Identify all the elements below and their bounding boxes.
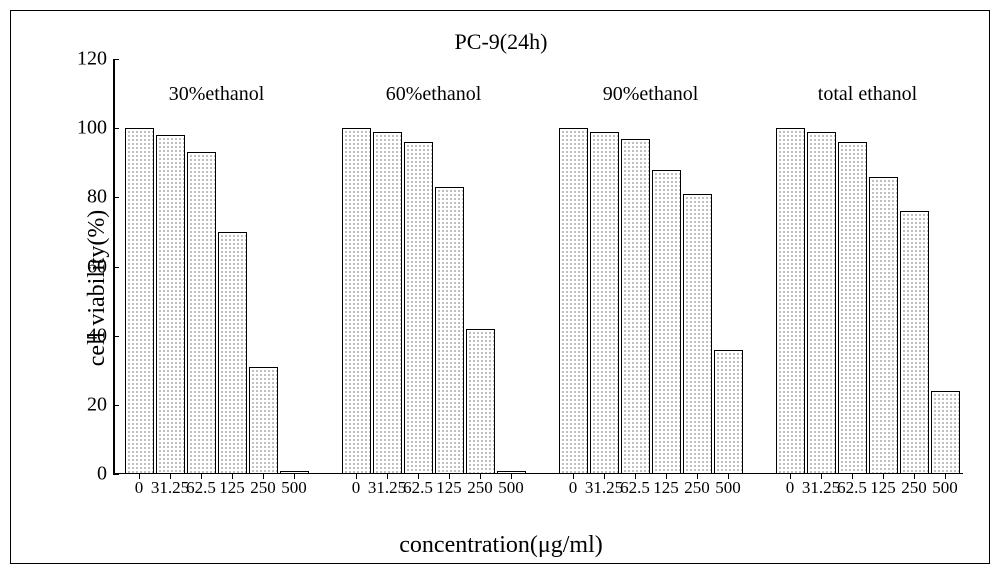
panel-title: 90%ethanol — [553, 83, 748, 106]
x-tick-label: 500 — [281, 478, 307, 498]
bar — [435, 187, 464, 474]
bar — [218, 232, 247, 474]
bar — [156, 135, 185, 474]
x-tick-label: 500 — [715, 478, 741, 498]
bar — [652, 170, 681, 474]
x-tick-label: 0 — [135, 478, 144, 498]
x-tick-label: 62.5 — [403, 478, 433, 498]
bar — [776, 128, 805, 474]
y-tick-label: 80 — [67, 186, 107, 209]
bar — [683, 194, 712, 474]
bar — [373, 132, 402, 474]
chart-panel: 30%ethanol031.2562.5125250500 — [119, 59, 314, 474]
x-tick-label: 62.5 — [186, 478, 216, 498]
x-tick-label: 62.5 — [837, 478, 867, 498]
x-tick-label: 0 — [352, 478, 361, 498]
bar — [807, 132, 836, 474]
bar — [342, 128, 371, 474]
bar — [714, 350, 743, 475]
x-tick-label: 31.25 — [368, 478, 406, 498]
y-tick-label: 0 — [67, 463, 107, 486]
x-tick-label: 62.5 — [620, 478, 650, 498]
panel-title: 60%ethanol — [336, 83, 531, 106]
bar — [187, 152, 216, 474]
x-tick-label: 250 — [250, 478, 276, 498]
x-tick-label: 125 — [653, 478, 679, 498]
x-tick-label: 500 — [498, 478, 524, 498]
x-tick-label: 0 — [786, 478, 795, 498]
bar — [559, 128, 588, 474]
x-tick-label: 500 — [932, 478, 958, 498]
y-tick-label: 100 — [67, 117, 107, 140]
y-tick-label: 120 — [67, 48, 107, 71]
chart-panel: 60%ethanol031.2562.5125250500 — [336, 59, 531, 474]
x-tick-label: 31.25 — [802, 478, 840, 498]
y-tick-label: 20 — [67, 393, 107, 416]
bar — [590, 132, 619, 474]
chart-outer-border: PC-9(24h) cell viability(%) concentratio… — [10, 10, 990, 564]
bar — [838, 142, 867, 474]
panel-title: total ethanol — [770, 83, 965, 106]
x-tick-label: 125 — [219, 478, 245, 498]
plot-area: 02040608010012030%ethanol031.2562.512525… — [113, 59, 963, 474]
chart-title: PC-9(24h) — [11, 29, 991, 55]
bar — [404, 142, 433, 474]
x-tick-label: 250 — [684, 478, 710, 498]
x-axis-label: concentration(μg/ml) — [11, 532, 991, 559]
x-tick-label: 0 — [569, 478, 578, 498]
bar — [931, 391, 960, 474]
bar — [900, 211, 929, 474]
x-tick-label: 250 — [467, 478, 493, 498]
chart-panel: total ethanol031.2562.5125250500 — [770, 59, 965, 474]
chart-panel: 90%ethanol031.2562.5125250500 — [553, 59, 748, 474]
x-tick-label: 31.25 — [585, 478, 623, 498]
x-tick-label: 31.25 — [151, 478, 189, 498]
y-tick-mark — [113, 474, 119, 475]
y-tick-label: 40 — [67, 324, 107, 347]
x-tick-label: 250 — [901, 478, 927, 498]
y-tick-label: 60 — [67, 255, 107, 278]
x-tick-label: 125 — [870, 478, 896, 498]
x-tick-label: 125 — [436, 478, 462, 498]
chart-container: PC-9(24h) cell viability(%) concentratio… — [11, 11, 991, 565]
bar — [621, 139, 650, 474]
bar — [249, 367, 278, 474]
bar — [125, 128, 154, 474]
panel-title: 30%ethanol — [119, 83, 314, 106]
bar — [466, 329, 495, 474]
bar — [869, 177, 898, 474]
